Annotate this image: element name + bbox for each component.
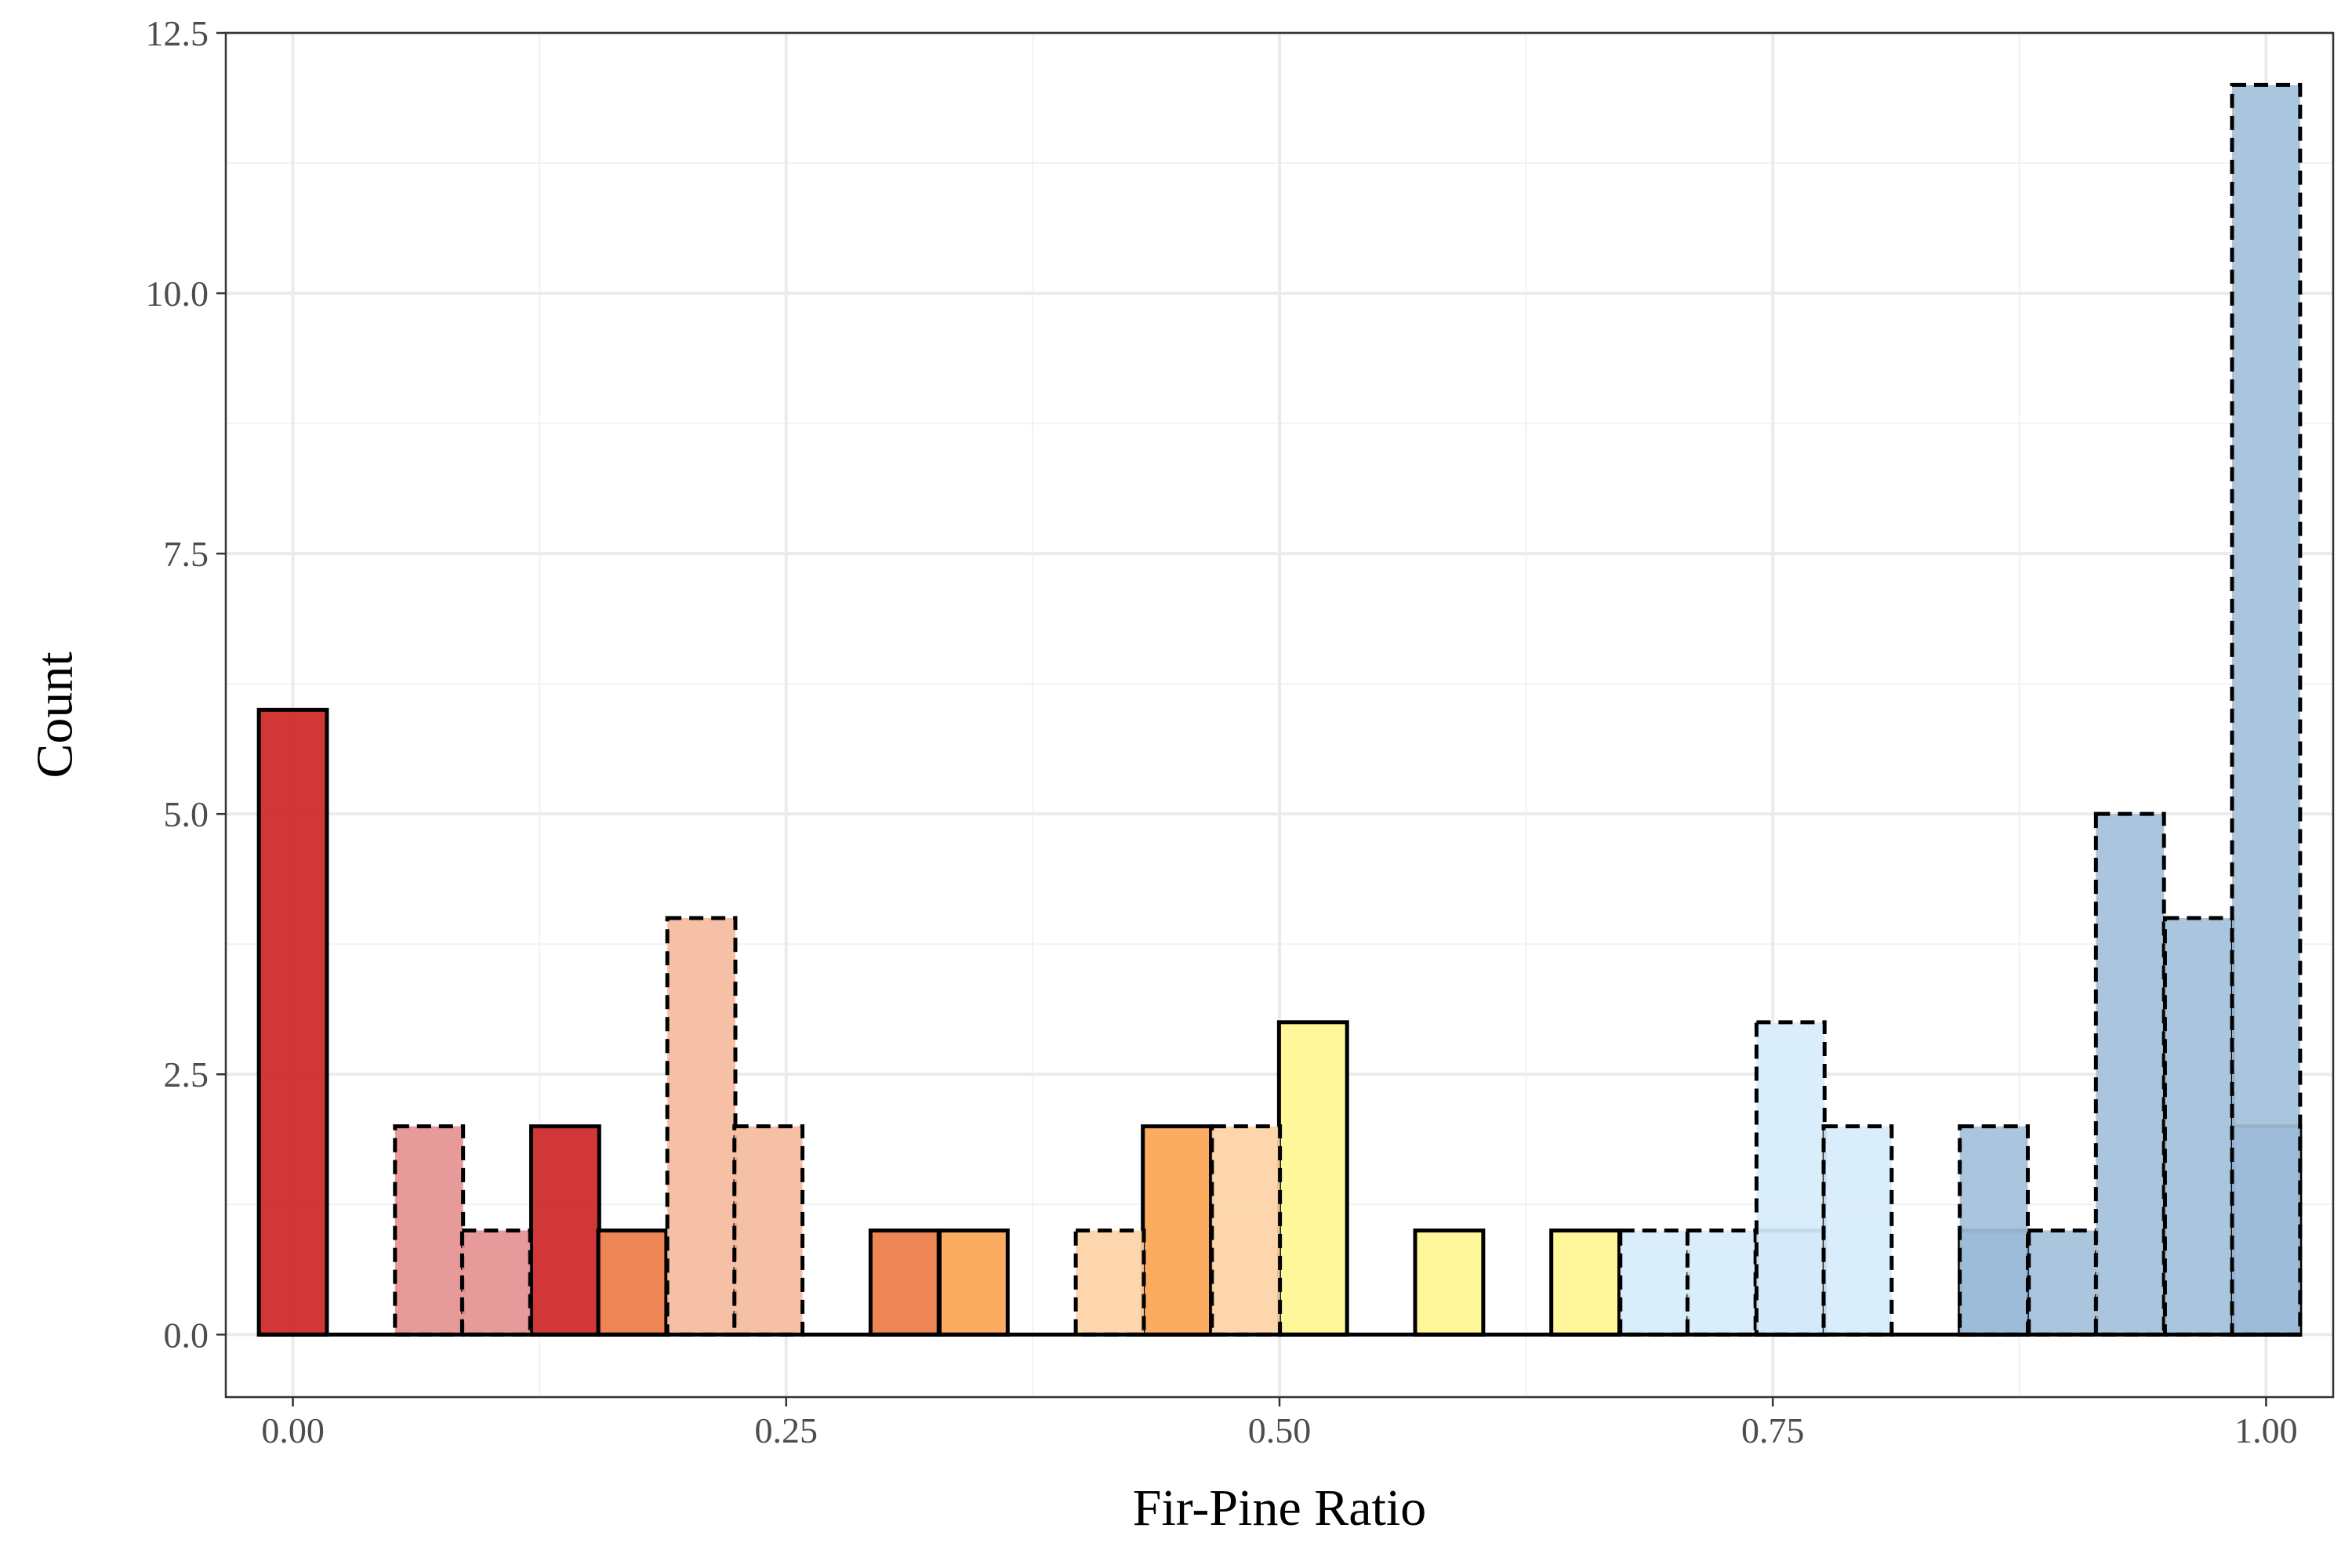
histogram-bar <box>393 1124 466 1337</box>
histogram-bar <box>1413 1228 1486 1337</box>
histogram-bar <box>596 1228 669 1337</box>
x-tick-label: 0.75 <box>1741 1410 1805 1450</box>
y-tick-label: 5.0 <box>164 794 209 834</box>
histogram-bar <box>459 1228 532 1337</box>
histogram-bar <box>937 1228 1010 1337</box>
histogram-bar <box>1685 1228 1758 1337</box>
histogram-bar <box>868 1228 941 1337</box>
histogram-bar <box>1276 1020 1349 1337</box>
histogram-bar <box>1958 1124 2031 1337</box>
y-tick-label: 0.0 <box>164 1315 209 1355</box>
histogram-bar <box>1073 1228 1146 1337</box>
histogram-bar <box>2093 811 2166 1337</box>
y-tick-label: 12.5 <box>146 13 209 53</box>
x-tick-label: 0.25 <box>755 1410 818 1450</box>
histogram-bar <box>2027 1228 2100 1337</box>
y-tick-label: 10.0 <box>146 274 209 314</box>
histogram-bar <box>1821 1124 1894 1337</box>
dashed-series <box>393 82 2303 1337</box>
histogram-bar <box>1210 1124 1283 1337</box>
histogram-bar <box>2162 916 2235 1337</box>
y-tick-label: 2.5 <box>164 1054 209 1094</box>
y-axis-title: Count <box>27 652 84 778</box>
x-tick-label: 0.50 <box>1248 1410 1312 1450</box>
x-tick-label: 1.00 <box>2234 1410 2298 1450</box>
histogram-bar <box>665 916 738 1337</box>
histogram-bar <box>1141 1124 1214 1337</box>
x-axis-ticks: 0.00 0.25 0.50 0.75 1.00 <box>261 1397 2298 1450</box>
histogram-bar <box>732 1124 805 1337</box>
histogram-bar <box>1754 1020 1827 1337</box>
x-axis-title: Fir-Pine Ratio <box>1133 1479 1427 1537</box>
histogram-bar <box>1618 1228 1691 1337</box>
x-tick-label: 0.00 <box>261 1410 325 1450</box>
histogram-bar <box>1549 1228 1622 1337</box>
y-axis-ticks: 0.0 2.5 5.0 7.5 10.0 12.5 <box>146 13 226 1355</box>
y-tick-label: 7.5 <box>164 534 209 574</box>
histogram-bar <box>528 1124 601 1337</box>
histogram-bar <box>256 707 329 1337</box>
histogram-bar <box>2230 82 2303 1337</box>
